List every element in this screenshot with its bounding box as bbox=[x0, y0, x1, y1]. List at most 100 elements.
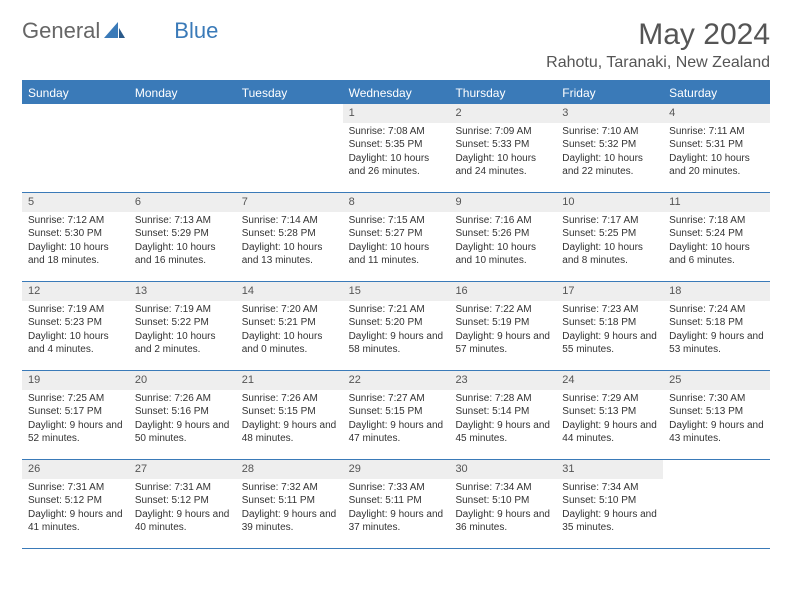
day-number: 6 bbox=[129, 193, 236, 212]
sunrise-text: Sunrise: 7:16 AM bbox=[455, 214, 550, 228]
day-info: Sunrise: 7:22 AMSunset: 5:19 PMDaylight:… bbox=[449, 303, 556, 361]
day-number: 23 bbox=[449, 371, 556, 390]
page-header: General Blue May 2024 Rahotu, Taranaki, … bbox=[22, 18, 770, 72]
day-number: 21 bbox=[236, 371, 343, 390]
sunset-text: Sunset: 5:18 PM bbox=[669, 316, 764, 330]
day-number: 7 bbox=[236, 193, 343, 212]
day-info: Sunrise: 7:20 AMSunset: 5:21 PMDaylight:… bbox=[236, 303, 343, 361]
sunrise-text: Sunrise: 7:27 AM bbox=[349, 392, 444, 406]
sunset-text: Sunset: 5:21 PM bbox=[242, 316, 337, 330]
sunrise-text: Sunrise: 7:19 AM bbox=[28, 303, 123, 317]
daylight-text: Daylight: 9 hours and 39 minutes. bbox=[242, 508, 337, 535]
day-info: Sunrise: 7:25 AMSunset: 5:17 PMDaylight:… bbox=[22, 392, 129, 450]
day-info: Sunrise: 7:28 AMSunset: 5:14 PMDaylight:… bbox=[449, 392, 556, 450]
sunrise-text: Sunrise: 7:34 AM bbox=[562, 481, 657, 495]
day-info: Sunrise: 7:26 AMSunset: 5:16 PMDaylight:… bbox=[129, 392, 236, 450]
daylight-text: Daylight: 9 hours and 50 minutes. bbox=[135, 419, 230, 446]
sunrise-text: Sunrise: 7:34 AM bbox=[455, 481, 550, 495]
daylight-text: Daylight: 10 hours and 20 minutes. bbox=[669, 152, 764, 179]
sunset-text: Sunset: 5:30 PM bbox=[28, 227, 123, 241]
day-number: 4 bbox=[663, 104, 770, 123]
sunrise-text: Sunrise: 7:31 AM bbox=[28, 481, 123, 495]
sunrise-text: Sunrise: 7:32 AM bbox=[242, 481, 337, 495]
day-number: 30 bbox=[449, 460, 556, 479]
daylight-text: Daylight: 10 hours and 0 minutes. bbox=[242, 330, 337, 357]
day-number: 19 bbox=[22, 371, 129, 390]
calendar-day-cell bbox=[663, 460, 770, 548]
calendar-grid: Sunday Monday Tuesday Wednesday Thursday… bbox=[22, 80, 770, 549]
calendar-day-cell: 16Sunrise: 7:22 AMSunset: 5:19 PMDayligh… bbox=[449, 282, 556, 370]
sunrise-text: Sunrise: 7:08 AM bbox=[349, 125, 444, 139]
day-number: 24 bbox=[556, 371, 663, 390]
sunset-text: Sunset: 5:19 PM bbox=[455, 316, 550, 330]
day-number: 18 bbox=[663, 282, 770, 301]
calendar-day-cell: 17Sunrise: 7:23 AMSunset: 5:18 PMDayligh… bbox=[556, 282, 663, 370]
sunrise-text: Sunrise: 7:33 AM bbox=[349, 481, 444, 495]
sunrise-text: Sunrise: 7:23 AM bbox=[562, 303, 657, 317]
calendar-day-cell: 6 Sunrise: 7:13 AMSunset: 5:29 PMDaylight… bbox=[129, 193, 236, 281]
daylight-text: Daylight: 9 hours and 41 minutes. bbox=[28, 508, 123, 535]
day-number: 25 bbox=[663, 371, 770, 390]
day-info: Sunrise: 7:33 AMSunset: 5:11 PMDaylight:… bbox=[343, 481, 450, 539]
calendar-day-cell: 7Sunrise: 7:14 AMSunset: 5:28 PMDaylight… bbox=[236, 193, 343, 281]
day-info: Sunrise: 7:34 AMSunset: 5:10 PMDaylight:… bbox=[556, 481, 663, 539]
daylight-text: Daylight: 9 hours and 44 minutes. bbox=[562, 419, 657, 446]
day-info: Sunrise: 7:27 AMSunset: 5:15 PMDaylight:… bbox=[343, 392, 450, 450]
calendar-week: 12Sunrise: 7:19 AMSunset: 5:23 PMDayligh… bbox=[22, 282, 770, 371]
calendar-day-cell: 12Sunrise: 7:19 AMSunset: 5:23 PMDayligh… bbox=[22, 282, 129, 370]
daylight-text: Daylight: 9 hours and 40 minutes. bbox=[135, 508, 230, 535]
day-info: Sunrise: 7:24 AMSunset: 5:18 PMDaylight:… bbox=[663, 303, 770, 361]
sunrise-text: Sunrise: 7:20 AM bbox=[242, 303, 337, 317]
calendar-day-cell: 26 Sunrise: 7:31 AMSunset: 5:12 PMDayligh… bbox=[22, 460, 129, 548]
day-info: Sunrise: 7:17 AMSunset: 5:25 PMDaylight:… bbox=[556, 214, 663, 272]
calendar-week: 19 Sunrise: 7:25 AMSunset: 5:17 PMDayligh… bbox=[22, 371, 770, 460]
weekday-header: Thursday bbox=[449, 82, 556, 104]
day-number: 13 bbox=[129, 282, 236, 301]
day-info: Sunrise: 7:13 AMSunset: 5:29 PMDaylight:… bbox=[129, 214, 236, 272]
daylight-text: Daylight: 9 hours and 58 minutes. bbox=[349, 330, 444, 357]
day-info: Sunrise: 7:11 AMSunset: 5:31 PMDaylight:… bbox=[663, 125, 770, 183]
sunrise-text: Sunrise: 7:11 AM bbox=[669, 125, 764, 139]
weekday-header: Friday bbox=[556, 82, 663, 104]
sunset-text: Sunset: 5:12 PM bbox=[28, 494, 123, 508]
day-number: 15 bbox=[343, 282, 450, 301]
daylight-text: Daylight: 10 hours and 16 minutes. bbox=[135, 241, 230, 268]
daylight-text: Daylight: 9 hours and 55 minutes. bbox=[562, 330, 657, 357]
calendar-day-cell: 3Sunrise: 7:10 AMSunset: 5:32 PMDaylight… bbox=[556, 104, 663, 192]
weekday-header: Saturday bbox=[663, 82, 770, 104]
sunset-text: Sunset: 5:33 PM bbox=[455, 138, 550, 152]
sunset-text: Sunset: 5:29 PM bbox=[135, 227, 230, 241]
sunset-text: Sunset: 5:15 PM bbox=[242, 405, 337, 419]
calendar-day-cell bbox=[236, 104, 343, 192]
sunset-text: Sunset: 5:23 PM bbox=[28, 316, 123, 330]
day-number: 2 bbox=[449, 104, 556, 123]
calendar-day-cell: 9Sunrise: 7:16 AMSunset: 5:26 PMDaylight… bbox=[449, 193, 556, 281]
calendar-day-cell: 21Sunrise: 7:26 AMSunset: 5:15 PMDayligh… bbox=[236, 371, 343, 459]
calendar-week: 26Sunrise: 7:31 AMSunset: 5:12 PMDayligh… bbox=[22, 460, 770, 549]
calendar-day-cell: 13Sunrise: 7:19 AMSunset: 5:22 PMDayligh… bbox=[129, 282, 236, 370]
day-number: 26 bbox=[22, 460, 129, 479]
sunrise-text: Sunrise: 7:29 AM bbox=[562, 392, 657, 406]
calendar-day-cell: 8Sunrise: 7:15 AMSunset: 5:27 PMDaylight… bbox=[343, 193, 450, 281]
title-block: May 2024 Rahotu, Taranaki, New Zealand bbox=[546, 18, 770, 72]
sunset-text: Sunset: 5:24 PM bbox=[669, 227, 764, 241]
sunrise-text: Sunrise: 7:18 AM bbox=[669, 214, 764, 228]
sunset-text: Sunset: 5:18 PM bbox=[562, 316, 657, 330]
daylight-text: Daylight: 9 hours and 57 minutes. bbox=[455, 330, 550, 357]
day-info: Sunrise: 7:34 AMSunset: 5:10 PMDaylight:… bbox=[449, 481, 556, 539]
sunrise-text: Sunrise: 7:10 AM bbox=[562, 125, 657, 139]
day-info: Sunrise: 7:31 AMSunset: 5:12 PMDaylight:… bbox=[22, 481, 129, 539]
calendar-day-cell: 18 Sunrise: 7:24 AMSunset: 5:18 PMDayligh… bbox=[663, 282, 770, 370]
day-info: Sunrise: 7:15 AMSunset: 5:27 PMDaylight:… bbox=[343, 214, 450, 272]
sunrise-text: Sunrise: 7:09 AM bbox=[455, 125, 550, 139]
calendar-week: 1Sunrise: 7:08 AMSunset: 5:35 PMDaylight… bbox=[22, 104, 770, 193]
daylight-text: Daylight: 10 hours and 2 minutes. bbox=[135, 330, 230, 357]
day-number: 11 bbox=[663, 193, 770, 212]
sunrise-text: Sunrise: 7:15 AM bbox=[349, 214, 444, 228]
daylight-text: Daylight: 9 hours and 36 minutes. bbox=[455, 508, 550, 535]
daylight-text: Daylight: 10 hours and 26 minutes. bbox=[349, 152, 444, 179]
day-number: 1 bbox=[343, 104, 450, 123]
daylight-text: Daylight: 9 hours and 48 minutes. bbox=[242, 419, 337, 446]
sunset-text: Sunset: 5:10 PM bbox=[562, 494, 657, 508]
day-number: 10 bbox=[556, 193, 663, 212]
